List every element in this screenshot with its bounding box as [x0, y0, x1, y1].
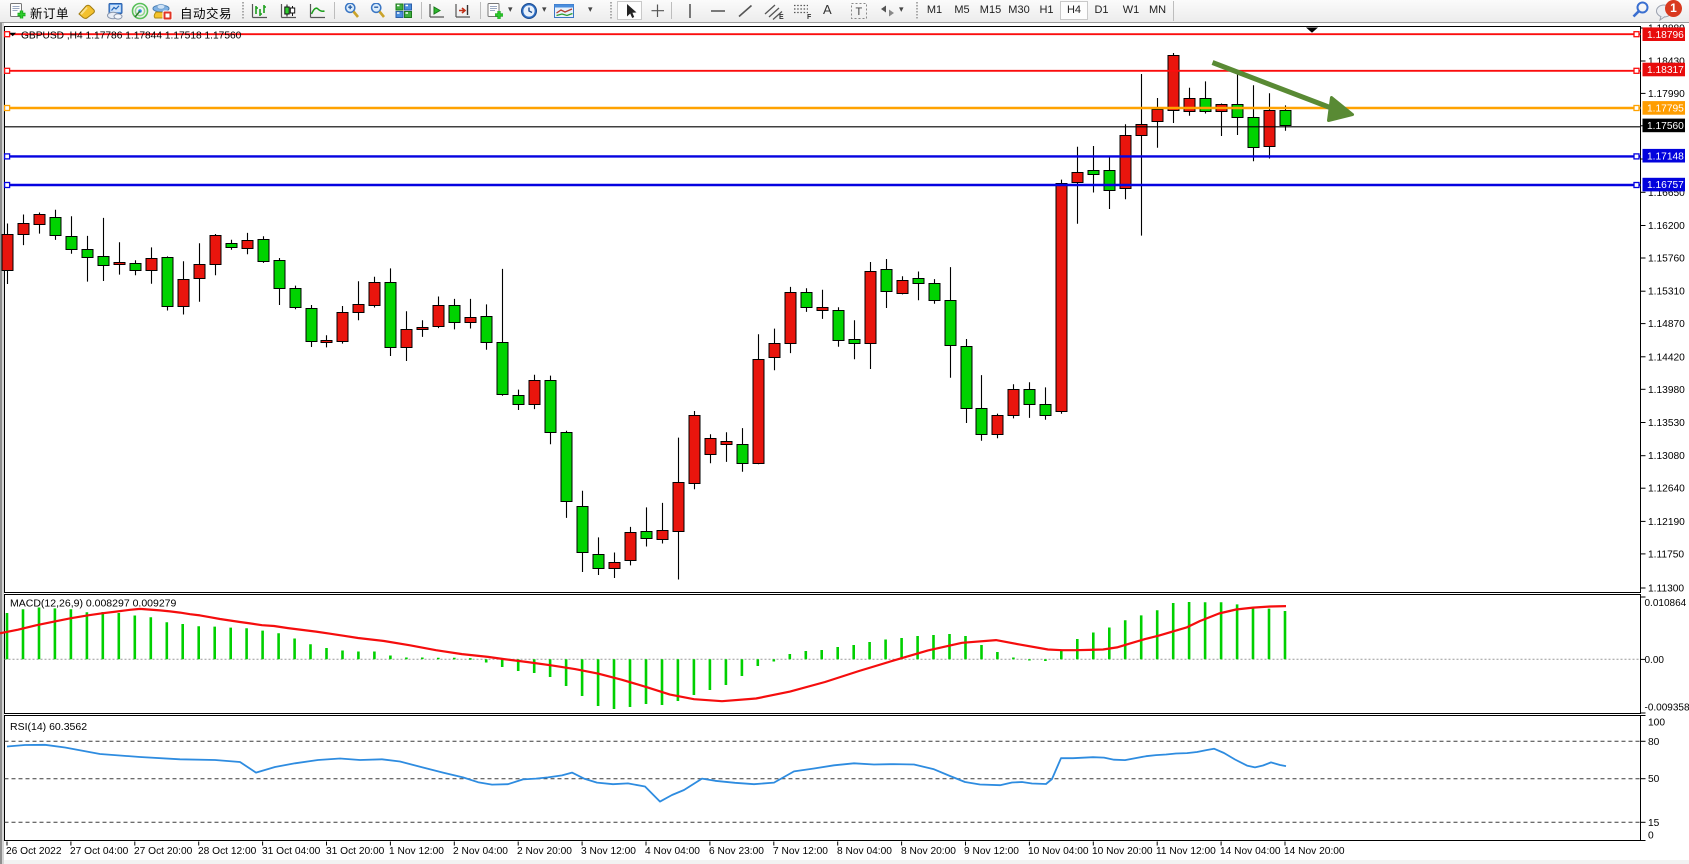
svg-text:8 Nov 20:00: 8 Nov 20:00	[901, 846, 956, 857]
svg-text:15: 15	[1648, 818, 1660, 829]
svg-text:1.16650: 1.16650	[1648, 188, 1685, 199]
svg-text:28 Oct 12:00: 28 Oct 12:00	[198, 846, 257, 857]
svg-text:1.13080: 1.13080	[1648, 451, 1685, 462]
svg-text:27 Oct 20:00: 27 Oct 20:00	[134, 846, 193, 857]
svg-text:1.17148: 1.17148	[1647, 151, 1684, 162]
svg-text:RSI(14) 60.3562: RSI(14) 60.3562	[10, 721, 87, 733]
svg-text:50: 50	[1648, 774, 1660, 785]
svg-text:1.13530: 1.13530	[1648, 418, 1685, 429]
svg-text:F: F	[807, 14, 812, 20]
svg-text:0.00: 0.00	[1645, 655, 1665, 666]
svg-text:14 Nov 04:00: 14 Nov 04:00	[1220, 846, 1281, 857]
svg-text:1 Nov 12:00: 1 Nov 12:00	[389, 846, 444, 857]
svg-text:E: E	[779, 14, 784, 20]
svg-text:31 Oct 20:00: 31 Oct 20:00	[326, 846, 385, 857]
svg-text:-0.009358: -0.009358	[1645, 703, 1689, 714]
svg-text:1.16757: 1.16757	[1647, 180, 1684, 191]
svg-text:11 Nov 12:00: 11 Nov 12:00	[1156, 846, 1216, 857]
svg-text:1.13980: 1.13980	[1648, 385, 1685, 396]
svg-text:4 Nov 04:00: 4 Nov 04:00	[645, 846, 700, 857]
svg-text:1.17795: 1.17795	[1647, 104, 1684, 115]
svg-text:0: 0	[1648, 831, 1654, 842]
svg-text:1.16200: 1.16200	[1648, 221, 1685, 232]
svg-text:1.11750: 1.11750	[1648, 549, 1684, 560]
svg-text:1.17990: 1.17990	[1648, 89, 1685, 100]
svg-text:T: T	[856, 6, 863, 18]
svg-text:1.15310: 1.15310	[1648, 287, 1685, 298]
svg-text:100: 100	[1648, 718, 1665, 729]
svg-text:1.18796: 1.18796	[1647, 30, 1684, 41]
svg-text:MACD(12,26,9) 0.008297 0.00927: MACD(12,26,9) 0.008297 0.009279	[10, 598, 177, 610]
svg-text:80: 80	[1648, 737, 1660, 748]
svg-text:6 Nov 23:00: 6 Nov 23:00	[709, 846, 764, 857]
svg-text:2 Nov 04:00: 2 Nov 04:00	[453, 846, 508, 857]
svg-text:31 Oct 04:00: 31 Oct 04:00	[262, 846, 321, 857]
svg-text:9 Nov 12:00: 9 Nov 12:00	[964, 846, 1019, 857]
svg-text:1.14420: 1.14420	[1648, 352, 1685, 363]
svg-text:1.18317: 1.18317	[1647, 65, 1684, 76]
svg-text:1.17560: 1.17560	[1647, 121, 1684, 132]
svg-text:10 Nov 04:00: 10 Nov 04:00	[1028, 846, 1089, 857]
svg-text:8 Nov 04:00: 8 Nov 04:00	[837, 846, 892, 857]
svg-text:7 Nov 12:00: 7 Nov 12:00	[773, 846, 828, 857]
svg-text:0.010864: 0.010864	[1645, 598, 1687, 609]
svg-text:2 Nov 20:00: 2 Nov 20:00	[517, 846, 572, 857]
svg-text:1.11300: 1.11300	[1648, 584, 1684, 595]
svg-text:3 Nov 12:00: 3 Nov 12:00	[581, 846, 636, 857]
svg-text:14 Nov 20:00: 14 Nov 20:00	[1284, 846, 1345, 857]
svg-text:GBPUSD ,H4 1.17786 1.17844 1.: GBPUSD ,H4 1.17786 1.17844 1.17518 1.175…	[21, 31, 242, 42]
svg-text:1.12640: 1.12640	[1648, 484, 1685, 495]
svg-text:1.18430: 1.18430	[1648, 57, 1685, 68]
svg-text:10 Nov 20:00: 10 Nov 20:00	[1092, 846, 1153, 857]
svg-text:1.14870: 1.14870	[1648, 319, 1685, 330]
svg-text:27 Oct 04:00: 27 Oct 04:00	[70, 846, 129, 857]
svg-text:1.15760: 1.15760	[1648, 254, 1685, 265]
svg-text:1.12190: 1.12190	[1648, 517, 1685, 528]
svg-text:26 Oct 2022: 26 Oct 2022	[6, 846, 62, 857]
